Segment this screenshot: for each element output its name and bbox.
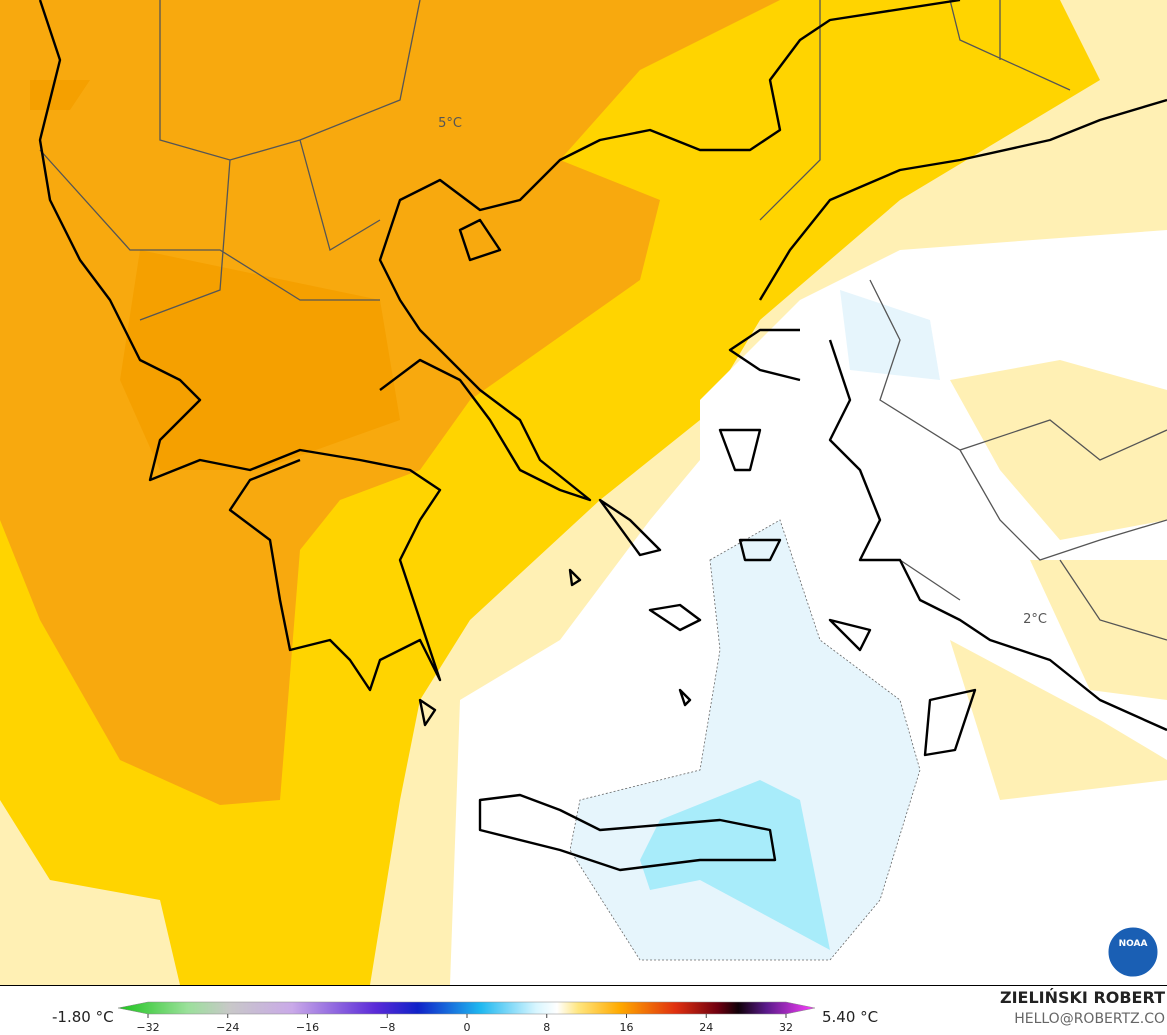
credit-name: ZIELIŃSKI ROBERT [1000, 988, 1165, 1007]
colorbar-tick-label: −24 [216, 1021, 239, 1034]
colorbar-tick-label: 32 [779, 1021, 793, 1034]
coastline-turkey [728, 98, 1167, 732]
map-label: 2°C [1023, 612, 1047, 627]
colorbar [117, 1001, 816, 1015]
legend-min-label: -1.80 °C [52, 1008, 114, 1026]
shade-light-yellow-patch [950, 360, 1167, 700]
colorbar-tick-label: −16 [296, 1021, 319, 1034]
coastline-crete [478, 793, 777, 872]
shade-light-blue [570, 290, 940, 960]
logo-circle [1105, 924, 1161, 980]
colorbar-tick-label: 0 [464, 1021, 471, 1034]
colorbar-tick-label: −32 [136, 1021, 159, 1034]
logo: NOAA [1105, 924, 1161, 980]
contour-line [569, 519, 921, 961]
colorbar-tick-label: 24 [699, 1021, 713, 1034]
colorbar-tick-label: −8 [379, 1021, 395, 1034]
credit-email: HELLO@ROBERTZ.CO [1014, 1011, 1165, 1027]
colorbar-tick-label: 16 [620, 1021, 634, 1034]
coastline-greece [38, 0, 961, 692]
country-borders [39, 0, 1167, 641]
legend: -1.80 °C 5.40 °C −32 −24 −16 −8 0 8 16 24 32 [52, 1001, 878, 1034]
map: 5°C 2°C NOAA [0, 0, 1167, 985]
colorbar-tick-label: 8 [543, 1021, 550, 1034]
map-label: 5°C [438, 116, 462, 131]
shade-deep-orange [30, 80, 400, 470]
logo-text: NOAA [1119, 939, 1148, 949]
islands [418, 218, 977, 757]
legend-max-label: 5.40 °C [822, 1008, 878, 1026]
